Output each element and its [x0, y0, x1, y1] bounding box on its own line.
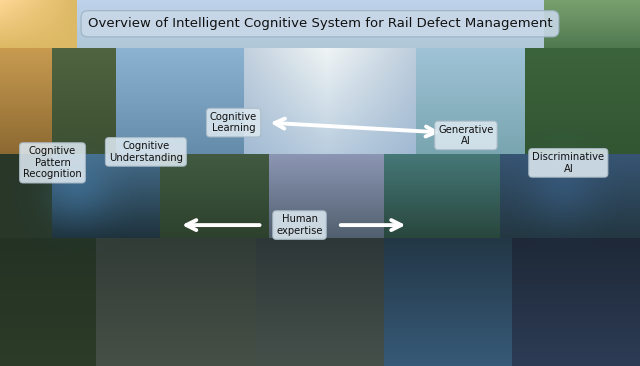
Text: Overview of Intelligent Cognitive System for Rail Defect Management: Overview of Intelligent Cognitive System… — [88, 17, 552, 30]
Text: Human
expertise: Human expertise — [276, 214, 323, 236]
Text: Discriminative
AI: Discriminative AI — [532, 152, 604, 174]
Text: Cognitive
Pattern
Recognition: Cognitive Pattern Recognition — [23, 146, 82, 179]
Text: Cognitive
Understanding: Cognitive Understanding — [109, 141, 183, 163]
Text: Generative
AI: Generative AI — [438, 124, 493, 146]
Text: Cognitive
Learning: Cognitive Learning — [210, 112, 257, 134]
